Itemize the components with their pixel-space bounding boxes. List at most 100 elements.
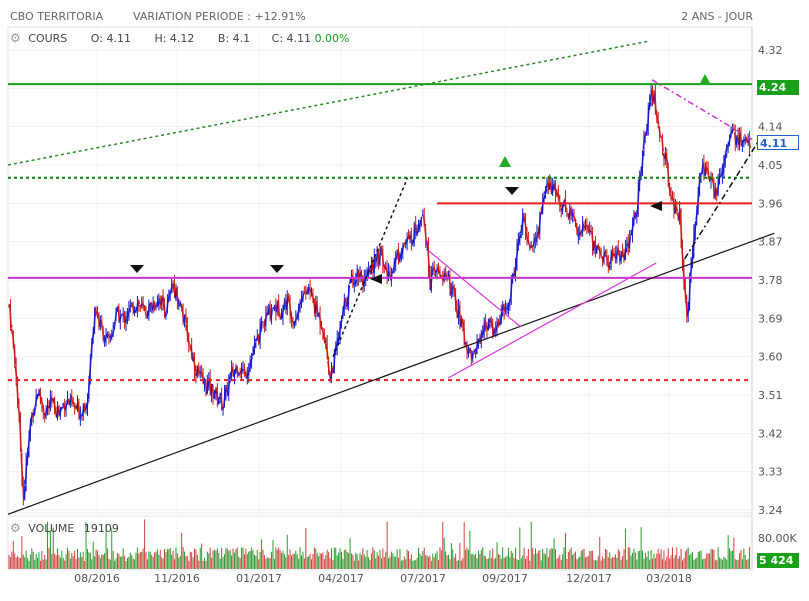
candle-body [24, 460, 28, 484]
candle-body [440, 274, 443, 277]
candle-body [551, 185, 555, 195]
candle-body [29, 419, 32, 434]
candle-body [215, 387, 219, 403]
candle-body [218, 393, 222, 400]
price-legend: ⚙ COURS O: 4.11 H: 4.12 B: 4.1 C: 4.11 0… [10, 31, 350, 45]
candle-body [247, 369, 251, 376]
candle-body [111, 330, 115, 336]
price-tick-label: 3.78 [758, 274, 783, 287]
candle-body [180, 303, 184, 310]
legend-close: C: 4.11 [271, 32, 312, 45]
candle-body [454, 292, 458, 311]
candle-body [103, 339, 106, 344]
candle-body [88, 356, 92, 377]
candle-body [616, 247, 620, 253]
period-variation: VARIATION PERIODE : +12.91% [133, 10, 306, 23]
candle-body [185, 324, 189, 341]
candle-body [514, 262, 517, 277]
candle-body [499, 311, 503, 324]
candle-body [37, 389, 41, 397]
candle-body [133, 310, 136, 314]
candle-body [596, 244, 600, 249]
candle-body [337, 337, 340, 341]
candle-body [344, 297, 348, 306]
candle-body [126, 315, 129, 319]
candle-body [154, 304, 158, 308]
candle-body [100, 320, 104, 328]
candle-body [661, 136, 664, 152]
candle-body [10, 328, 14, 333]
candle-body [106, 333, 109, 336]
candle-body [315, 301, 319, 316]
candle-body [429, 272, 433, 291]
candle-body [532, 237, 536, 247]
candle-body [683, 285, 687, 301]
candle-body [414, 223, 418, 234]
candle-body [321, 328, 325, 335]
candle-body [508, 298, 512, 304]
price-tick-label: 3.51 [758, 389, 783, 402]
candle-body [602, 251, 606, 261]
trend-line [427, 249, 522, 328]
candle-body [668, 185, 672, 194]
candle-body [340, 319, 343, 323]
candle-body [556, 192, 560, 200]
candle-body [342, 299, 346, 310]
candle-body [277, 299, 281, 317]
candle-body [273, 305, 276, 310]
candle-body [474, 350, 477, 355]
candle-body [260, 320, 263, 324]
candle-body [722, 160, 726, 173]
candle-body [409, 234, 413, 245]
candle-body [438, 270, 442, 278]
signal-arrow-icon [130, 265, 144, 273]
candle-body [549, 181, 553, 194]
candle-body [403, 242, 406, 245]
candle-body [90, 338, 94, 357]
candle-body [9, 304, 12, 328]
period-selector[interactable]: 2 ANS - JOUR [681, 10, 753, 23]
candle-body [554, 184, 557, 196]
candle-body [114, 307, 118, 322]
candle-body [251, 352, 255, 357]
candle-body [542, 195, 546, 202]
candle-body [546, 181, 550, 189]
candle-body [27, 432, 31, 450]
candle-body [412, 223, 416, 243]
candle-body [39, 391, 42, 402]
candle-body [136, 301, 139, 311]
candle-body [462, 324, 466, 345]
candle-body [535, 232, 539, 243]
candle-body [582, 225, 586, 229]
candle-body [606, 261, 610, 269]
candle-body [471, 352, 475, 359]
candle-body [591, 232, 594, 250]
candle-body [504, 307, 507, 311]
price-tick-label: 4.05 [758, 159, 783, 172]
price-tick-label: 3.42 [758, 427, 783, 440]
candle-body [494, 328, 497, 332]
settings-gear-icon[interactable]: ⚙ [10, 31, 21, 45]
candle-body [600, 253, 603, 256]
time-tick-label: 11/2016 [154, 572, 200, 585]
candle-body [524, 220, 527, 232]
last-price-badge: 4.11 [757, 135, 799, 150]
candle-body [151, 302, 155, 311]
candle-body [47, 405, 51, 409]
candle-body [62, 402, 65, 406]
candle-body [509, 279, 513, 299]
candle-body [127, 307, 131, 317]
candle-body [572, 215, 576, 219]
candle-body [656, 119, 660, 125]
candle-body [170, 283, 174, 292]
candle-body [332, 349, 336, 374]
candle-body [124, 318, 128, 324]
candle-body [248, 360, 252, 371]
candle-body [253, 342, 256, 353]
candle-body [381, 250, 385, 267]
volume-settings-gear-icon[interactable]: ⚙ [10, 521, 21, 535]
candle-body [695, 208, 699, 221]
candle-body [101, 328, 105, 342]
trend-line [684, 134, 763, 260]
